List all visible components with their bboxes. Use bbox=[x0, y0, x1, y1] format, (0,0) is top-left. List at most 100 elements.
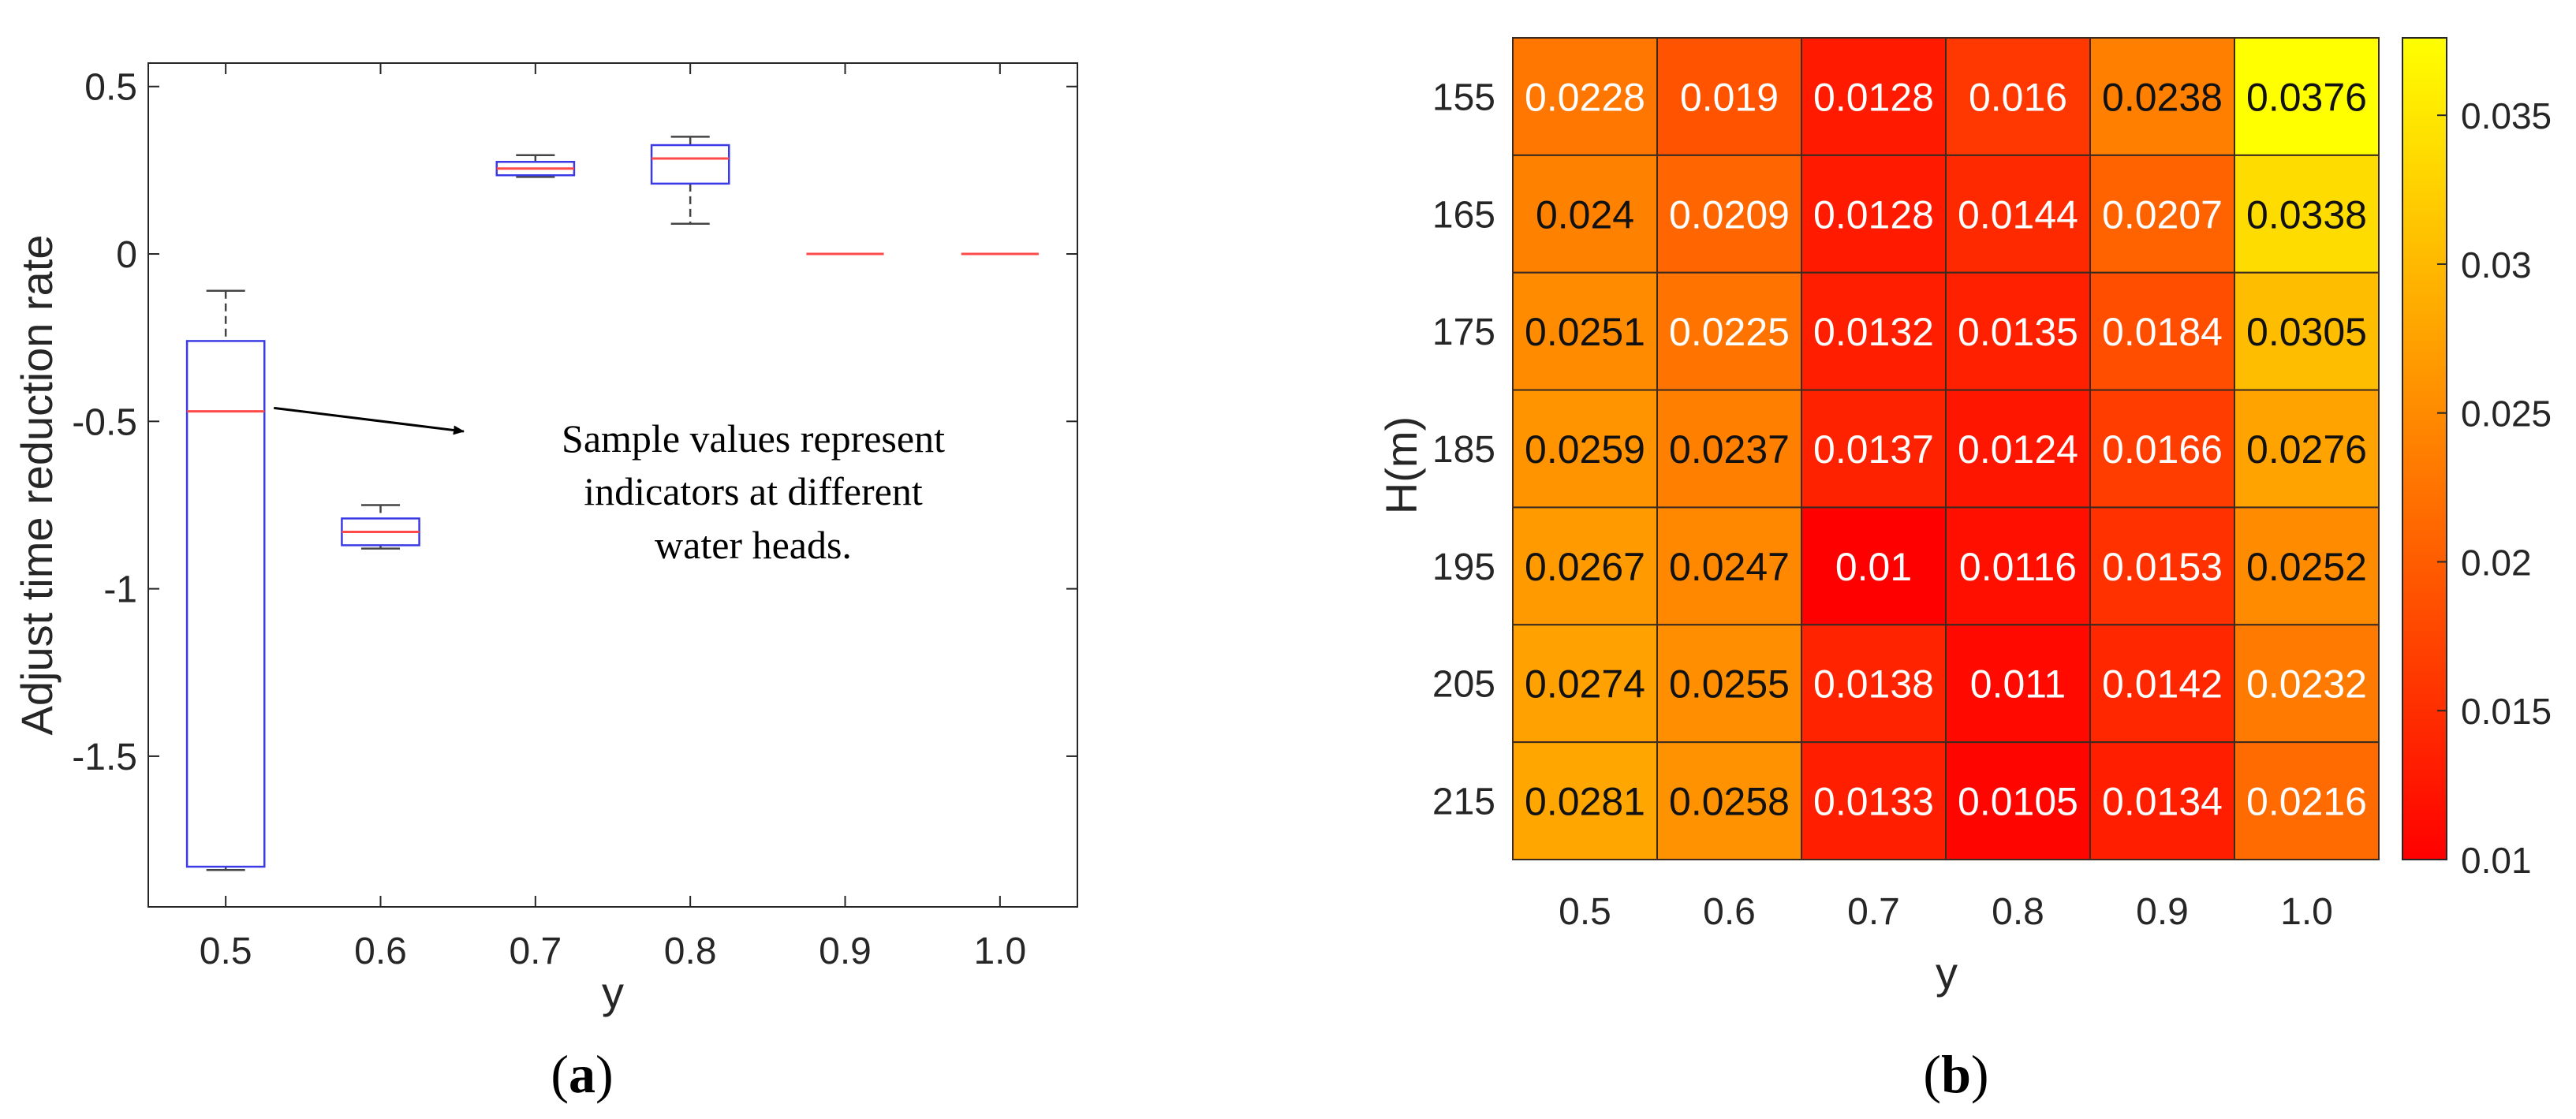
heatmap-value-label: 0.0144 bbox=[1958, 192, 2078, 237]
boxplot-x-ticks: 0.5 0.6 0.7 0.8 0.9 1.0 bbox=[200, 63, 1026, 972]
boxplot-x-axis-label: y bbox=[602, 968, 624, 1017]
heatmap-value-label: 0.0252 bbox=[2246, 545, 2367, 589]
annotation-arrow bbox=[274, 406, 465, 435]
boxplot-annotation: Sample values represent indicators at di… bbox=[274, 406, 945, 567]
colorbar-tick-label: 0.02 bbox=[2461, 542, 2532, 583]
heatmap-cell bbox=[1656, 271, 1802, 391]
y-tick-label: 0.5 bbox=[84, 67, 137, 109]
heatmap-value-label: 0.0135 bbox=[1958, 310, 2078, 354]
y-tick-label: -0.5 bbox=[72, 401, 137, 443]
heatmap-cell bbox=[1945, 154, 2091, 274]
box-body bbox=[650, 144, 730, 185]
heatmap-value-label: 0.0258 bbox=[1669, 780, 1790, 824]
heatmap-value-label: 0.01 bbox=[1835, 545, 1912, 589]
panel-label-b: (b) bbox=[1923, 1044, 1988, 1104]
heatmap-cell bbox=[1801, 37, 1947, 156]
heatmap-panel: 0.0228 0.019 0.0128 0.016 0.0238 0.0376 0.024 0… bbox=[1376, 37, 2552, 1104]
heatmap-cell bbox=[2234, 741, 2380, 861]
heatmap-value-label: 0.0133 bbox=[1813, 780, 1934, 824]
heatmap-cell bbox=[1801, 389, 1947, 509]
heatmap-value-label: 0.0116 bbox=[1959, 545, 2077, 589]
x-tick-label: 0.9 bbox=[819, 931, 872, 972]
heatmap-value-label: 0.0225 bbox=[1669, 310, 1790, 354]
heatmap-value-label: 0.0142 bbox=[2102, 662, 2223, 707]
heatmap-value-label: 0.0247 bbox=[1669, 545, 1790, 589]
boxplot-y-ticks: 0.5 0 -0.5 -1 -1.5 bbox=[72, 67, 1077, 778]
heatmap-value-label: 0.0338 bbox=[2246, 192, 2367, 237]
heatmap-y-ticks: 155 165 175 185 195 205 215 bbox=[1432, 76, 1495, 822]
heatmap-value-label: 0.0207 bbox=[2102, 192, 2223, 237]
heatmap-y-axis-label: H(m) bbox=[1376, 416, 1426, 514]
panel-letter-b: b bbox=[1941, 1044, 1971, 1104]
heatmap-cell bbox=[1512, 389, 1658, 509]
heatmap-cell bbox=[1512, 741, 1658, 861]
y-tick-label: -1 bbox=[103, 569, 137, 611]
heatmap-value-label: 0.024 bbox=[1536, 192, 1634, 237]
colorbar-tick-label: 0.015 bbox=[2461, 691, 2552, 732]
box-0.5 bbox=[185, 289, 266, 871]
heatmap-x-tick-label: 0.8 bbox=[1992, 891, 2044, 933]
heatmap-cell bbox=[1512, 506, 1658, 626]
heatmap-y-tick-label: 195 bbox=[1432, 546, 1495, 588]
heatmap-cell bbox=[1656, 506, 1802, 626]
heatmap-cells bbox=[1512, 37, 2380, 861]
heatmap-cell bbox=[1945, 271, 2091, 391]
x-tick-label: 0.8 bbox=[664, 931, 717, 972]
heatmap-value-label: 0.0184 bbox=[2102, 310, 2223, 354]
heatmap-value-labels: 0.0228 0.019 0.0128 0.016 0.0238 0.0376 0.024 0… bbox=[1525, 75, 2367, 823]
heatmap-value-label: 0.0281 bbox=[1525, 780, 1645, 824]
box-0.6 bbox=[341, 504, 420, 550]
heatmap-value-label: 0.0132 bbox=[1813, 310, 1934, 354]
heatmap-value-label: 0.016 bbox=[1969, 75, 2067, 119]
heatmap-x-tick-label: 1.0 bbox=[2280, 891, 2333, 933]
boxplot-y-axis-label: Adjust time reduction rate bbox=[12, 235, 62, 736]
heatmap-cell bbox=[2234, 154, 2380, 274]
heatmap-cell bbox=[1512, 154, 1658, 274]
heatmap-value-label: 0.019 bbox=[1680, 75, 1779, 119]
heatmap-cell bbox=[1656, 154, 1802, 274]
heatmap-value-label: 0.011 bbox=[1970, 662, 2066, 707]
x-tick-label: 0.7 bbox=[509, 931, 562, 972]
heatmap-y-tick-label: 175 bbox=[1432, 311, 1495, 353]
boxplot-panel: 0.5 0 -0.5 -1 -1.5 0.5 0.6 0.7 0.8 0.9 1.0 Adjust… bbox=[12, 62, 1078, 1104]
heatmap-cell bbox=[1656, 389, 1802, 509]
panel-letter-a: a bbox=[569, 1044, 595, 1104]
boxplot-boxes bbox=[185, 136, 1039, 871]
heatmap-value-label: 0.0274 bbox=[1525, 662, 1645, 707]
colorbar-tick-label: 0.025 bbox=[2461, 394, 2552, 435]
heatmap-value-label: 0.0128 bbox=[1813, 192, 1934, 237]
heatmap-y-tick-label: 165 bbox=[1432, 194, 1495, 236]
heatmap-cell bbox=[1512, 271, 1658, 391]
heatmap-value-label: 0.0267 bbox=[1525, 545, 1645, 589]
heatmap-cell bbox=[2089, 624, 2235, 744]
heatmap-cell bbox=[1945, 741, 2091, 861]
heatmap-cell bbox=[1656, 741, 1802, 861]
colorbar-tick-label: 0.035 bbox=[2461, 95, 2552, 136]
colorbar-tick-label: 0.01 bbox=[2461, 840, 2532, 881]
heatmap-cell bbox=[1801, 506, 1947, 626]
colorbar-ticks: 0.01 0.015 0.02 0.025 0.03 0.035 bbox=[2437, 95, 2552, 881]
heatmap-cell bbox=[1801, 624, 1947, 744]
heatmap-value-label: 0.0134 bbox=[2102, 780, 2223, 824]
heatmap-cell bbox=[2089, 741, 2235, 861]
heatmap-value-label: 0.0153 bbox=[2102, 545, 2223, 589]
heatmap-value-label: 0.0137 bbox=[1813, 427, 1934, 472]
y-tick-label: 0 bbox=[116, 234, 137, 276]
heatmap-value-label: 0.0237 bbox=[1669, 427, 1790, 472]
colorbar-tick-label: 0.03 bbox=[2461, 244, 2532, 285]
colorbar-gradient bbox=[2402, 37, 2447, 860]
heatmap-value-label: 0.0128 bbox=[1813, 75, 1934, 119]
heatmap-value-label: 0.0216 bbox=[2246, 780, 2367, 824]
heatmap-value-label: 0.0105 bbox=[1958, 780, 2078, 824]
heatmap-value-label: 0.0232 bbox=[2246, 662, 2367, 707]
heatmap-value-label: 0.0251 bbox=[1525, 310, 1645, 354]
annotation-line-2: indicators at different bbox=[584, 469, 923, 513]
heatmap-cell bbox=[1945, 624, 2091, 744]
heatmap-value-label: 0.0376 bbox=[2246, 75, 2367, 119]
heatmap-x-tick-label: 0.7 bbox=[1847, 891, 1900, 933]
heatmap-x-ticks: 0.5 0.6 0.7 0.8 0.9 1.0 bbox=[1559, 891, 2333, 933]
heatmap-value-label: 0.0259 bbox=[1525, 427, 1645, 472]
box-0.7 bbox=[495, 154, 576, 178]
heatmap-value-label: 0.0209 bbox=[1669, 192, 1790, 237]
heatmap-cell bbox=[1656, 37, 1802, 156]
